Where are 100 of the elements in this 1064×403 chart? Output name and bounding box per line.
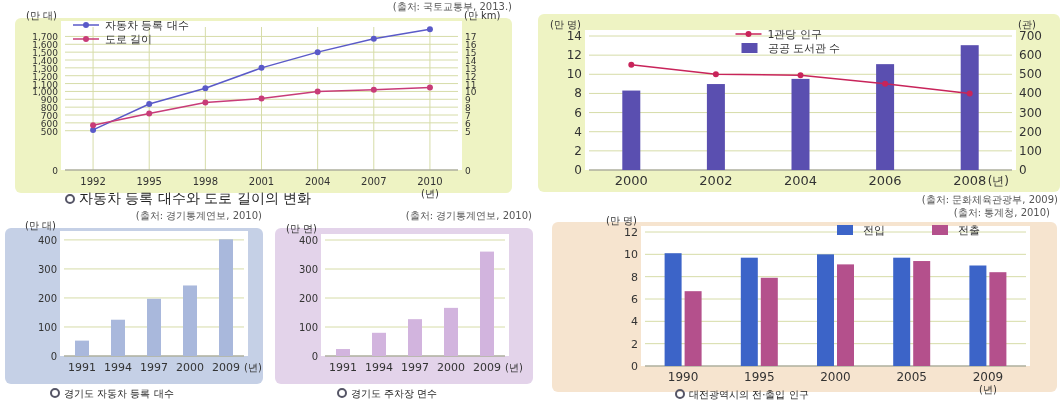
legend-label: 전입: [863, 224, 885, 237]
y-tick-label: 300: [298, 264, 318, 275]
y-tick-label: 500: [40, 126, 59, 137]
point: [90, 122, 97, 129]
x-tick-label: 1995: [744, 370, 775, 384]
bar: [408, 319, 422, 356]
bar: [837, 264, 854, 366]
point: [258, 64, 265, 71]
y2-tick-label: 300: [1019, 105, 1042, 120]
x-axis-title: (년): [244, 362, 262, 373]
x-tick-label: 2000: [614, 173, 648, 188]
y-tick-label: 1,400: [32, 56, 59, 66]
bar: [684, 291, 702, 366]
y-tick-label: 0: [311, 351, 318, 362]
legend-label: 전출: [958, 224, 980, 237]
y-tick-label: 14: [566, 29, 582, 43]
bar: [817, 254, 834, 366]
y2-tick-label: 200: [1019, 124, 1042, 139]
x-tick-label: 2000: [437, 361, 465, 374]
point: [426, 26, 433, 33]
y-tick-label: 100: [37, 321, 57, 333]
x-tick-label: 1990: [667, 370, 699, 384]
y2-tick-label: 700: [1019, 29, 1042, 43]
point: [370, 86, 377, 93]
y2-axis-title: (만 km): [464, 10, 501, 21]
y2-tick-label: 13: [465, 63, 477, 74]
bar: [622, 90, 641, 170]
bar: [706, 84, 725, 170]
y-tick-label: 0: [631, 360, 638, 373]
bar: [893, 257, 911, 366]
y-axis-title: (만 대): [26, 10, 58, 21]
x-tick-label: 1994: [365, 361, 393, 374]
x-tick-label: 1997: [401, 361, 429, 374]
bar: [372, 332, 386, 356]
y-tick-label: 10: [624, 248, 638, 262]
point: [146, 110, 153, 117]
x-axis-title: (년): [978, 384, 997, 395]
bar: [969, 265, 987, 366]
text: 경기도 자동차 등록 대수: [64, 388, 174, 399]
y-tick-label: 400: [298, 235, 318, 246]
point: [370, 35, 377, 42]
text: 자동차 등록 대수와 도로 길이의 변화: [79, 190, 312, 206]
x-tick-label: 2009: [972, 370, 1004, 384]
x-tick-label: 2004: [783, 173, 818, 188]
x-tick-label: 1995: [136, 176, 162, 187]
y-tick-label: 900: [40, 95, 59, 106]
y2-tick-label: 11: [465, 79, 477, 90]
y-tick-label: 12: [566, 48, 582, 63]
point: [426, 84, 433, 91]
x-tick-label: 1998: [192, 176, 219, 187]
text: (출처: 통계청, 2010): [953, 207, 1051, 218]
y2-tick-label: 7: [465, 111, 471, 121]
y2-tick-label: 5: [465, 126, 471, 137]
bar: [913, 261, 931, 366]
y-tick-label: 12: [624, 226, 638, 239]
bar: [183, 285, 197, 356]
x-tick-label: 1994: [104, 361, 132, 374]
text: (출처: 문화체육관광부, 2009): [921, 194, 1059, 205]
legend-label: 자동차 등록 대수: [105, 19, 189, 32]
point: [90, 126, 97, 133]
y-axis-title: (만 면): [286, 223, 318, 234]
x-tick-label: 2009: [473, 361, 501, 374]
text: (출처: 경기통계연보, 2010): [135, 210, 263, 221]
bar: [791, 78, 810, 170]
x-tick-label: 2005: [896, 370, 927, 384]
y-axis-title: (만 대): [25, 220, 57, 231]
x-tick-label: 1997: [140, 361, 168, 374]
text: 대전광역시의 전·출입 인구: [689, 389, 809, 400]
y-tick-label: 6: [631, 293, 638, 306]
y2-tick-label: 16: [465, 40, 477, 51]
y-tick-label: 600: [40, 118, 59, 129]
x-tick-label: 2007: [361, 176, 387, 187]
x-tick-label: 2004: [304, 176, 331, 187]
bar: [111, 319, 125, 356]
legend-label: 도로 길이: [105, 33, 153, 46]
legend-label: 1관당 인구: [767, 28, 822, 41]
y-tick-label: 0: [574, 163, 582, 177]
x-axis-title: (년): [421, 188, 439, 199]
y2-tick-label: 14: [465, 56, 477, 66]
bar: [147, 298, 161, 356]
legend-label: 공공 도서관 수: [767, 42, 841, 55]
y-tick-label: 200: [37, 292, 57, 304]
y-tick-label: 700: [40, 111, 59, 121]
point: [146, 101, 153, 107]
y2-tick-label: 9: [465, 95, 471, 106]
x-tick-label: 2006: [868, 173, 902, 188]
x-tick-label: 1991: [68, 361, 96, 374]
y-tick-label: 4: [574, 124, 582, 139]
y-tick-label: 6: [574, 105, 582, 120]
y-tick-label: 8: [631, 270, 638, 284]
y-tick-label: 2: [574, 143, 582, 158]
y-tick-label: 4: [631, 315, 638, 329]
y2-tick-label: 0: [1019, 163, 1027, 177]
x-tick-label: 1992: [80, 176, 106, 187]
point: [882, 80, 889, 87]
y-tick-label: 2: [631, 337, 638, 351]
point: [314, 88, 321, 95]
y-axis-title: (만 명): [550, 19, 582, 30]
bar: [740, 257, 758, 366]
bar: [219, 239, 233, 356]
